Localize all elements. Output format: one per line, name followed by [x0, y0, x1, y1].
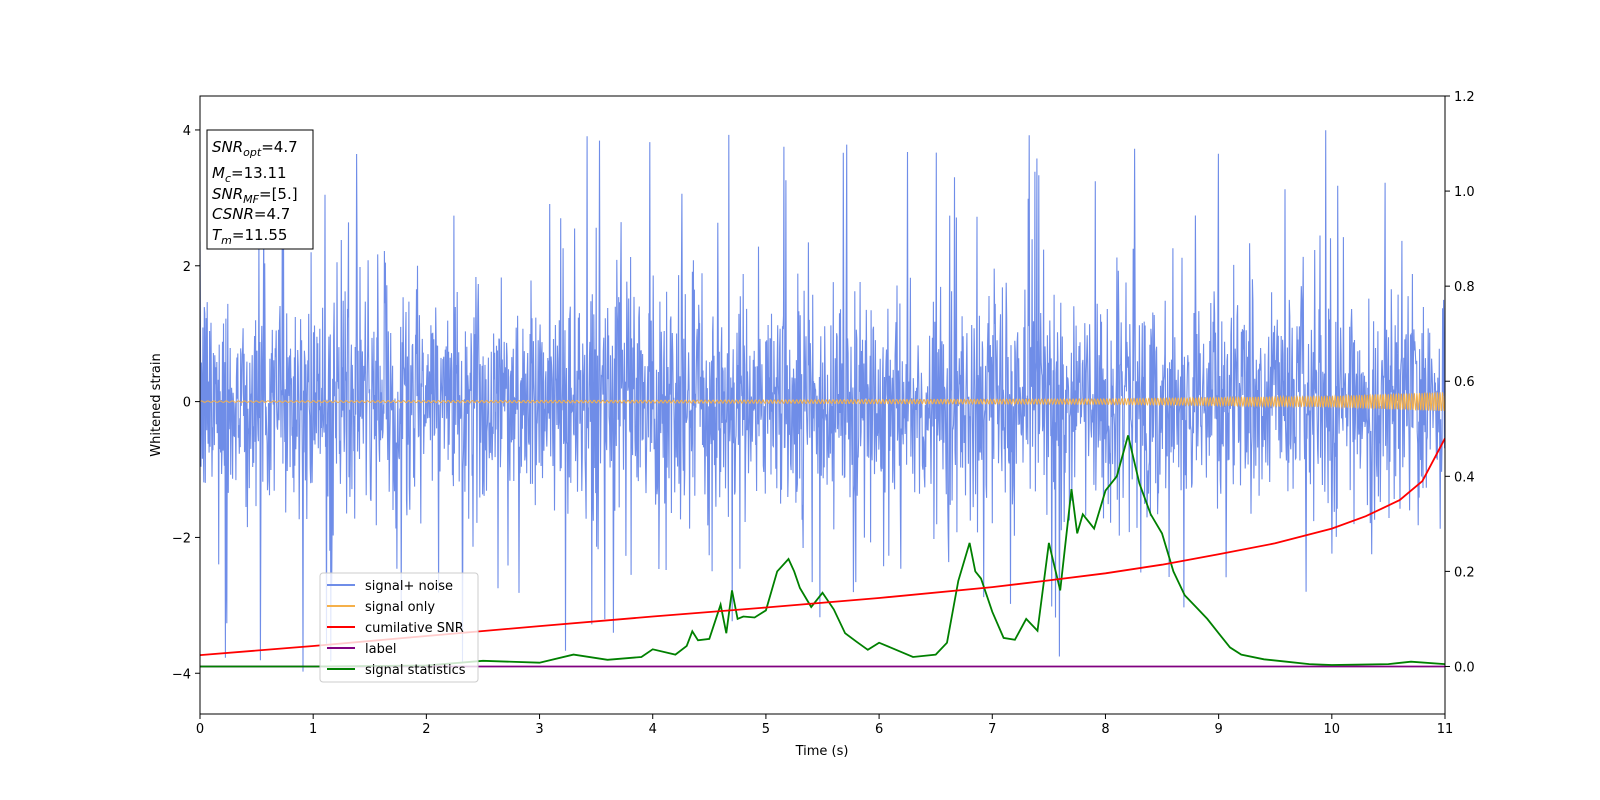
info-chirp-mass: Mc=13.11 — [212, 164, 287, 185]
y-left-tick-label: 4 — [183, 124, 191, 139]
info-snr-opt: SNRopt=4.7 — [212, 138, 298, 159]
noise-series-layer — [200, 130, 1445, 672]
y-right-tick-label: 0.6 — [1454, 375, 1475, 390]
info-box-frame — [206, 129, 314, 250]
legend-label-signal-only: signal only — [365, 600, 435, 615]
x-tick-label: 4 — [649, 722, 657, 737]
info-box: SNRopt=4.7 Mc=13.11 SNRMF=[5.] CSNR=4.7 … — [206, 129, 314, 250]
series-signal-noise — [200, 130, 1445, 672]
x-tick-label: 2 — [422, 722, 430, 737]
x-tick-label: 1 — [309, 722, 317, 737]
x-tick-label: 9 — [1214, 722, 1222, 737]
y-right-tick-label: 0.4 — [1454, 470, 1475, 485]
x-tick-label: 11 — [1437, 722, 1454, 737]
series-cumulative-snr — [200, 437, 1445, 656]
info-merger-time: Tm=11.55 — [212, 226, 287, 247]
x-tick-label: 3 — [535, 722, 543, 737]
info-csnr: CSNR=4.7 — [212, 205, 290, 223]
x-axis-label: Time (s) — [795, 744, 849, 759]
legend-frame — [319, 572, 479, 683]
y-right-tick-label: 0.8 — [1454, 280, 1475, 295]
x-tick-label: 8 — [1101, 722, 1109, 737]
y-axis-label: Whitened strain — [149, 353, 164, 456]
plot-frame — [199, 95, 1446, 715]
series-signal-only — [200, 391, 1445, 412]
tick-layer: 0 1 2 3 4 5 6 7 8 9 10 11 −4 −2 0 2 4 0.0 0.2 0.4 0.6 0.8 1.0 1… — [172, 90, 1475, 737]
series-signal-statistics — [200, 435, 1445, 668]
y-right-tick-label: 1.0 — [1454, 185, 1475, 200]
x-tick-label: 10 — [1324, 722, 1341, 737]
legend-label-signal-noise: signal+ noise — [365, 579, 453, 594]
legend-label-label: label — [365, 642, 396, 657]
y-left-tick-label: −2 — [172, 531, 191, 546]
legend: signal+ noise signal only cumilative SNR… — [319, 572, 479, 683]
y-right-tick-label: 0.2 — [1454, 565, 1475, 580]
y-left-tick-label: −4 — [172, 667, 191, 682]
legend-label-signal-statistics: signal statistics — [365, 663, 466, 678]
y-right-tick-label: 0.0 — [1454, 660, 1475, 675]
y-left-tick-label: 0 — [183, 396, 191, 411]
x-tick-label: 5 — [762, 722, 770, 737]
x-tick-label: 6 — [875, 722, 883, 737]
x-tick-label: 7 — [988, 722, 996, 737]
info-snr-mf: SNRMF=[5.] — [212, 185, 298, 206]
x-tick-label: 0 — [196, 722, 204, 737]
y-right-tick-label: 1.2 — [1454, 90, 1475, 105]
y-left-tick-label: 2 — [183, 260, 191, 275]
legend-label-cumulative-snr: cumilative SNR — [365, 621, 464, 636]
